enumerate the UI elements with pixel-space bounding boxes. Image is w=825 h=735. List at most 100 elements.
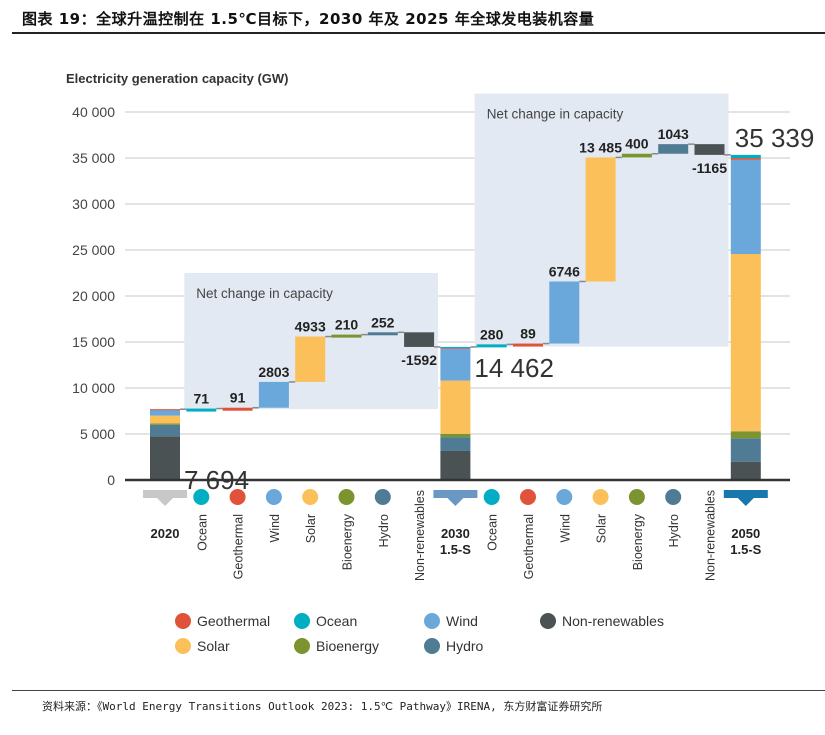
y-tick-label: 35 000 [72, 150, 115, 166]
delta-bar-bioenergy [331, 334, 362, 338]
y-tick-label: 0 [107, 472, 115, 488]
delta-label: 252 [371, 314, 395, 330]
delta-label: 71 [194, 391, 210, 407]
stack-segment-2030-geothermal [440, 347, 471, 349]
delta-label: 13 485 [579, 139, 622, 155]
category-label-2030: 2030 [441, 526, 470, 541]
legend-swatch-solar-icon [175, 638, 191, 654]
category-label-ocean: Ocean [195, 514, 209, 551]
hydro-dot-icon [374, 489, 391, 505]
delta-label: 2803 [258, 364, 289, 380]
delta-bar-geothermal [513, 343, 543, 347]
delta-bar-geothermal [222, 407, 253, 411]
stack-segment-2020-geothermal [150, 409, 180, 411]
stack-segment-2050-ocean [730, 154, 761, 159]
legend-swatch-non-renewables-icon [540, 613, 556, 629]
category-label-ocean: Ocean [486, 514, 500, 551]
category-label-solar: Solar [304, 514, 318, 543]
stack-segment-2020-bioenergy [150, 423, 180, 425]
legend-label-hydro: Hydro [446, 638, 484, 654]
legend: Geothermal Ocean Wind Non-renewables Solar Bi… [175, 613, 664, 654]
y-axis-title: Electricity generation capacity (GW) [66, 71, 289, 86]
category-label-bioenergy: Bioenergy [631, 513, 645, 570]
stack-segment-2050-wind [730, 159, 761, 254]
legend-swatch-bioenergy-icon [294, 638, 310, 654]
delta-label: 210 [335, 317, 359, 333]
ocean-dot-icon [193, 489, 210, 505]
delta-bar-ocean [476, 344, 507, 348]
delta-label: 91 [230, 390, 246, 406]
y-tick-label: 20 000 [72, 288, 115, 304]
delta-label: 1043 [658, 126, 689, 142]
stack-segment-2020-non-renewables [150, 436, 180, 480]
wind-dot-icon [556, 489, 573, 505]
source-note: 资料来源：《World Energy Transitions Outlook 2… [42, 700, 603, 713]
legend-label-bioenergy: Bioenergy [316, 638, 379, 654]
net-change-box-label: Net change in capacity [487, 107, 624, 122]
stack-segment-2050-solar [730, 253, 761, 432]
ocean-dot-icon [483, 489, 500, 505]
figure-title: 图表 19：全球升温控制在 1.5℃目标下，2030 年及 2025 年全球发电… [22, 10, 595, 28]
stack-segment-2030-wind [440, 348, 471, 381]
stack-segment-2050-geothermal [730, 158, 761, 160]
category-label-geothermal: Geothermal [522, 514, 536, 579]
category-label-wind: Wind [558, 514, 572, 543]
solar-dot-icon [592, 489, 609, 505]
waterfall-chart: Electricity generation capacity (GW) 0 5 … [66, 71, 815, 654]
category-sublabel: 1.5-S [440, 542, 471, 557]
delta-label: 400 [625, 136, 649, 152]
geothermal-dot-icon [229, 489, 246, 505]
geothermal-dot-icon [520, 489, 536, 505]
stack-segment-2050-non-renewables [730, 461, 761, 480]
delta-label: 89 [520, 326, 536, 342]
delta-bar-bioenergy [621, 153, 652, 158]
legend-swatch-geothermal-icon [175, 613, 191, 629]
delta-label: -1165 [692, 160, 727, 176]
stack-segment-2020-solar [150, 415, 180, 424]
delta-bar-non-renewables [404, 332, 435, 347]
stack-segment-2030-solar [440, 380, 471, 434]
stack-segment-2020-hydro [150, 424, 180, 437]
delta-bar-solar [295, 336, 326, 382]
legend-swatch-wind-icon [424, 613, 440, 629]
total-label-2030: 14 462 [474, 353, 554, 383]
total-label-2050: 35 339 [735, 123, 815, 153]
solar-dot-icon [302, 489, 319, 505]
period-marker-2030 [433, 490, 478, 506]
category-label-geothermal: Geothermal [232, 514, 246, 579]
delta-bar-ocean [186, 408, 217, 412]
legend-label-solar: Solar [197, 638, 230, 654]
delta-bar-hydro [367, 332, 398, 336]
delta-bar-solar [585, 157, 616, 282]
delta-bar-wind [258, 381, 289, 408]
wind-dot-icon [265, 489, 282, 505]
legend-label-geothermal: Geothermal [197, 613, 270, 629]
y-tick-label: 5 000 [80, 426, 115, 442]
category-label-bioenergy: Bioenergy [341, 513, 355, 570]
bioenergy-dot-icon [338, 489, 355, 505]
delta-bar-non-renewables [694, 144, 725, 155]
stack-segment-2050-bioenergy [730, 431, 761, 439]
delta-label: 280 [480, 326, 504, 342]
hydro-dot-icon [665, 489, 682, 505]
legend-label-non-renewables: Non-renewables [562, 613, 664, 629]
y-tick-label: 10 000 [72, 380, 115, 396]
period-marker-2050 [723, 490, 768, 506]
delta-bar-hydro [658, 144, 689, 154]
y-tick-label: 30 000 [72, 196, 115, 212]
delta-bar-wind [549, 281, 580, 344]
stack-segment-2030-hydro [440, 437, 471, 451]
category-label-wind: Wind [268, 514, 282, 543]
stack-segment-2030-non-renewables [440, 450, 471, 480]
net-change-box-label: Net change in capacity [196, 286, 333, 301]
bioenergy-dot-icon [628, 489, 645, 505]
category-label-non-renewables: Non-renewables [413, 490, 427, 581]
net-change-boxes: Net change in capacity Net change in capa… [184, 93, 729, 410]
category-label-2020: 2020 [151, 526, 180, 541]
y-tick-label: 40 000 [72, 104, 115, 120]
legend-label-ocean: Ocean [316, 613, 357, 629]
stack-segment-2050-hydro [730, 438, 761, 462]
source-divider [12, 690, 825, 691]
stack-segment-2030-bioenergy [440, 433, 471, 438]
legend-swatch-ocean-icon [294, 613, 310, 629]
